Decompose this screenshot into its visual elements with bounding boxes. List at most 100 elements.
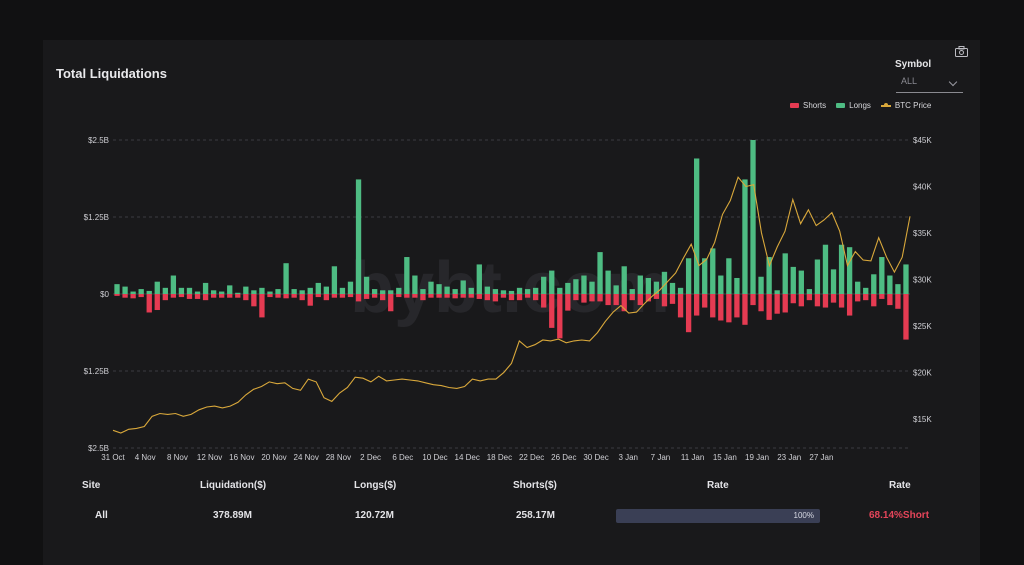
long-bar: [903, 264, 909, 294]
long-bar: [565, 282, 571, 294]
short-bar: [855, 294, 861, 302]
short-bar: [806, 294, 813, 301]
x-tick-label: 6 Dec: [392, 453, 413, 462]
header-liquidation: Liquidation($): [200, 480, 267, 491]
short-bar: [186, 294, 193, 299]
x-tick-label: 3 Jan: [618, 453, 638, 462]
long-bar: [251, 290, 257, 294]
long-bar: [363, 276, 370, 294]
x-tick-label: 16 Nov: [229, 453, 254, 462]
long-bar: [532, 287, 539, 294]
short-bar: [251, 294, 257, 307]
legend-shorts-label: Shorts: [803, 101, 827, 110]
short-bar: [363, 294, 370, 299]
short-bar: [492, 294, 499, 302]
long-bar: [267, 291, 273, 294]
long-bar: [299, 290, 305, 294]
legend-longs-swatch: [836, 103, 846, 108]
long-bar: [114, 284, 120, 294]
long-bar: [428, 281, 434, 294]
short-bar: [283, 294, 289, 299]
long-bar: [178, 287, 185, 294]
short-bar: [227, 294, 233, 298]
short-bar: [243, 294, 249, 301]
x-tick-label: 24 Nov: [294, 453, 319, 462]
short-bar: [830, 294, 837, 303]
y-right-tick-label: $15K: [913, 415, 932, 424]
short-bar: [122, 294, 128, 298]
x-tick-label: 2 Dec: [360, 453, 381, 462]
short-bar: [694, 294, 700, 316]
long-bar: [629, 289, 635, 294]
short-bar: [822, 294, 829, 308]
short-bar: [371, 294, 378, 298]
long-bar: [863, 287, 869, 294]
short-bar: [178, 294, 185, 298]
long-bar: [380, 290, 386, 294]
short-bar: [396, 294, 402, 298]
short-bar: [170, 294, 177, 298]
short-bar: [428, 294, 434, 298]
symbol-select-value: ALL: [901, 76, 918, 86]
long-bar: [138, 289, 144, 294]
x-tick-label: 31 Oct: [101, 453, 125, 462]
long-bar: [210, 290, 217, 294]
row-rate-short: 68.14%Short: [869, 510, 930, 521]
short-bar: [146, 294, 152, 313]
x-tick-label: 30 Dec: [583, 453, 608, 462]
x-tick-label: 12 Nov: [197, 453, 222, 462]
short-bar: [516, 294, 523, 301]
short-bar: [307, 294, 313, 306]
x-tick-label: 14 Dec: [455, 453, 480, 462]
short-bar: [653, 294, 660, 299]
legend-longs[interactable]: Longs: [836, 101, 871, 110]
legend-shorts[interactable]: Shorts: [790, 101, 826, 110]
page-title: Total Liquidations: [56, 66, 167, 81]
long-bar: [814, 259, 821, 294]
long-bar: [307, 287, 313, 294]
row-longs: 120.72M: [355, 510, 394, 521]
short-bar: [235, 294, 241, 298]
short-bar: [597, 294, 603, 302]
short-bar: [565, 294, 571, 311]
short-bar: [388, 294, 394, 312]
x-tick-label: 28 Nov: [326, 453, 351, 462]
short-bar: [557, 294, 563, 339]
short-bar: [613, 294, 619, 306]
long-bar: [782, 253, 788, 294]
short-bar: [702, 294, 708, 308]
symbol-select[interactable]: ALL: [896, 72, 963, 93]
short-bar: [331, 294, 338, 298]
header-rate: Rate: [707, 480, 729, 491]
short-bar: [380, 294, 386, 301]
short-bar: [629, 294, 635, 301]
long-bar: [597, 252, 603, 294]
long-bar: [589, 281, 595, 294]
long-bar: [371, 289, 378, 294]
short-bar: [903, 294, 909, 340]
short-bar: [750, 294, 756, 306]
long-bar: [508, 290, 515, 294]
x-tick-label: 11 Jan: [681, 453, 704, 462]
long-bar: [154, 281, 160, 294]
long-bar: [685, 258, 692, 294]
long-bar: [484, 286, 491, 294]
long-bar: [726, 258, 732, 294]
short-bar: [202, 294, 209, 301]
short-bar: [114, 294, 120, 296]
y-right-tick-label: $45K: [913, 136, 932, 145]
long-bar: [460, 280, 466, 294]
legend-btc-price[interactable]: BTC Price: [880, 101, 931, 110]
rate-progress-bar: 100%: [616, 509, 820, 523]
short-bar: [194, 294, 201, 299]
long-bar: [420, 289, 426, 294]
camera-icon[interactable]: [955, 46, 968, 57]
short-bar: [726, 294, 732, 323]
short-bar: [162, 294, 168, 301]
short-bar: [838, 294, 845, 308]
long-bar: [830, 269, 837, 294]
long-bar: [339, 287, 346, 294]
short-bar: [766, 294, 772, 320]
chart-legend: Shorts Longs BTC Price: [790, 101, 931, 110]
y-right-tick-label: $40K: [913, 183, 932, 192]
